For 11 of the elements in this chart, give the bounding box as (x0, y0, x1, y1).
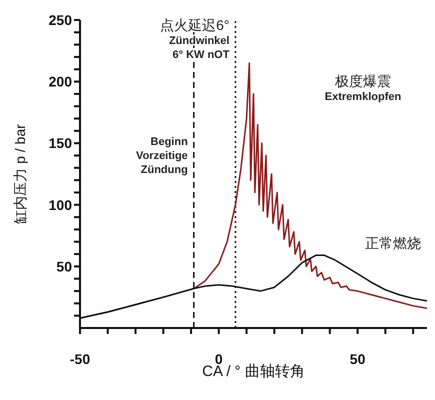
annotation: 正常燃烧 (365, 235, 421, 251)
x-tick-label: -50 (70, 351, 90, 367)
y-tick-label: 150 (48, 135, 72, 152)
ref-line-label: Beginn Vorzeitige Zündung (136, 136, 188, 176)
y-tick-label: 250 (48, 12, 72, 28)
annotation: 极度爆震 Extremklopfen (324, 73, 402, 103)
y-axis-title: 缸内压力 p / bar (12, 124, 28, 224)
y-tick-label: 100 (48, 196, 72, 213)
y-tick-label: 50 (56, 258, 72, 274)
y-tick-label: 200 (48, 74, 72, 90)
x-tick-label: 50 (350, 351, 366, 367)
